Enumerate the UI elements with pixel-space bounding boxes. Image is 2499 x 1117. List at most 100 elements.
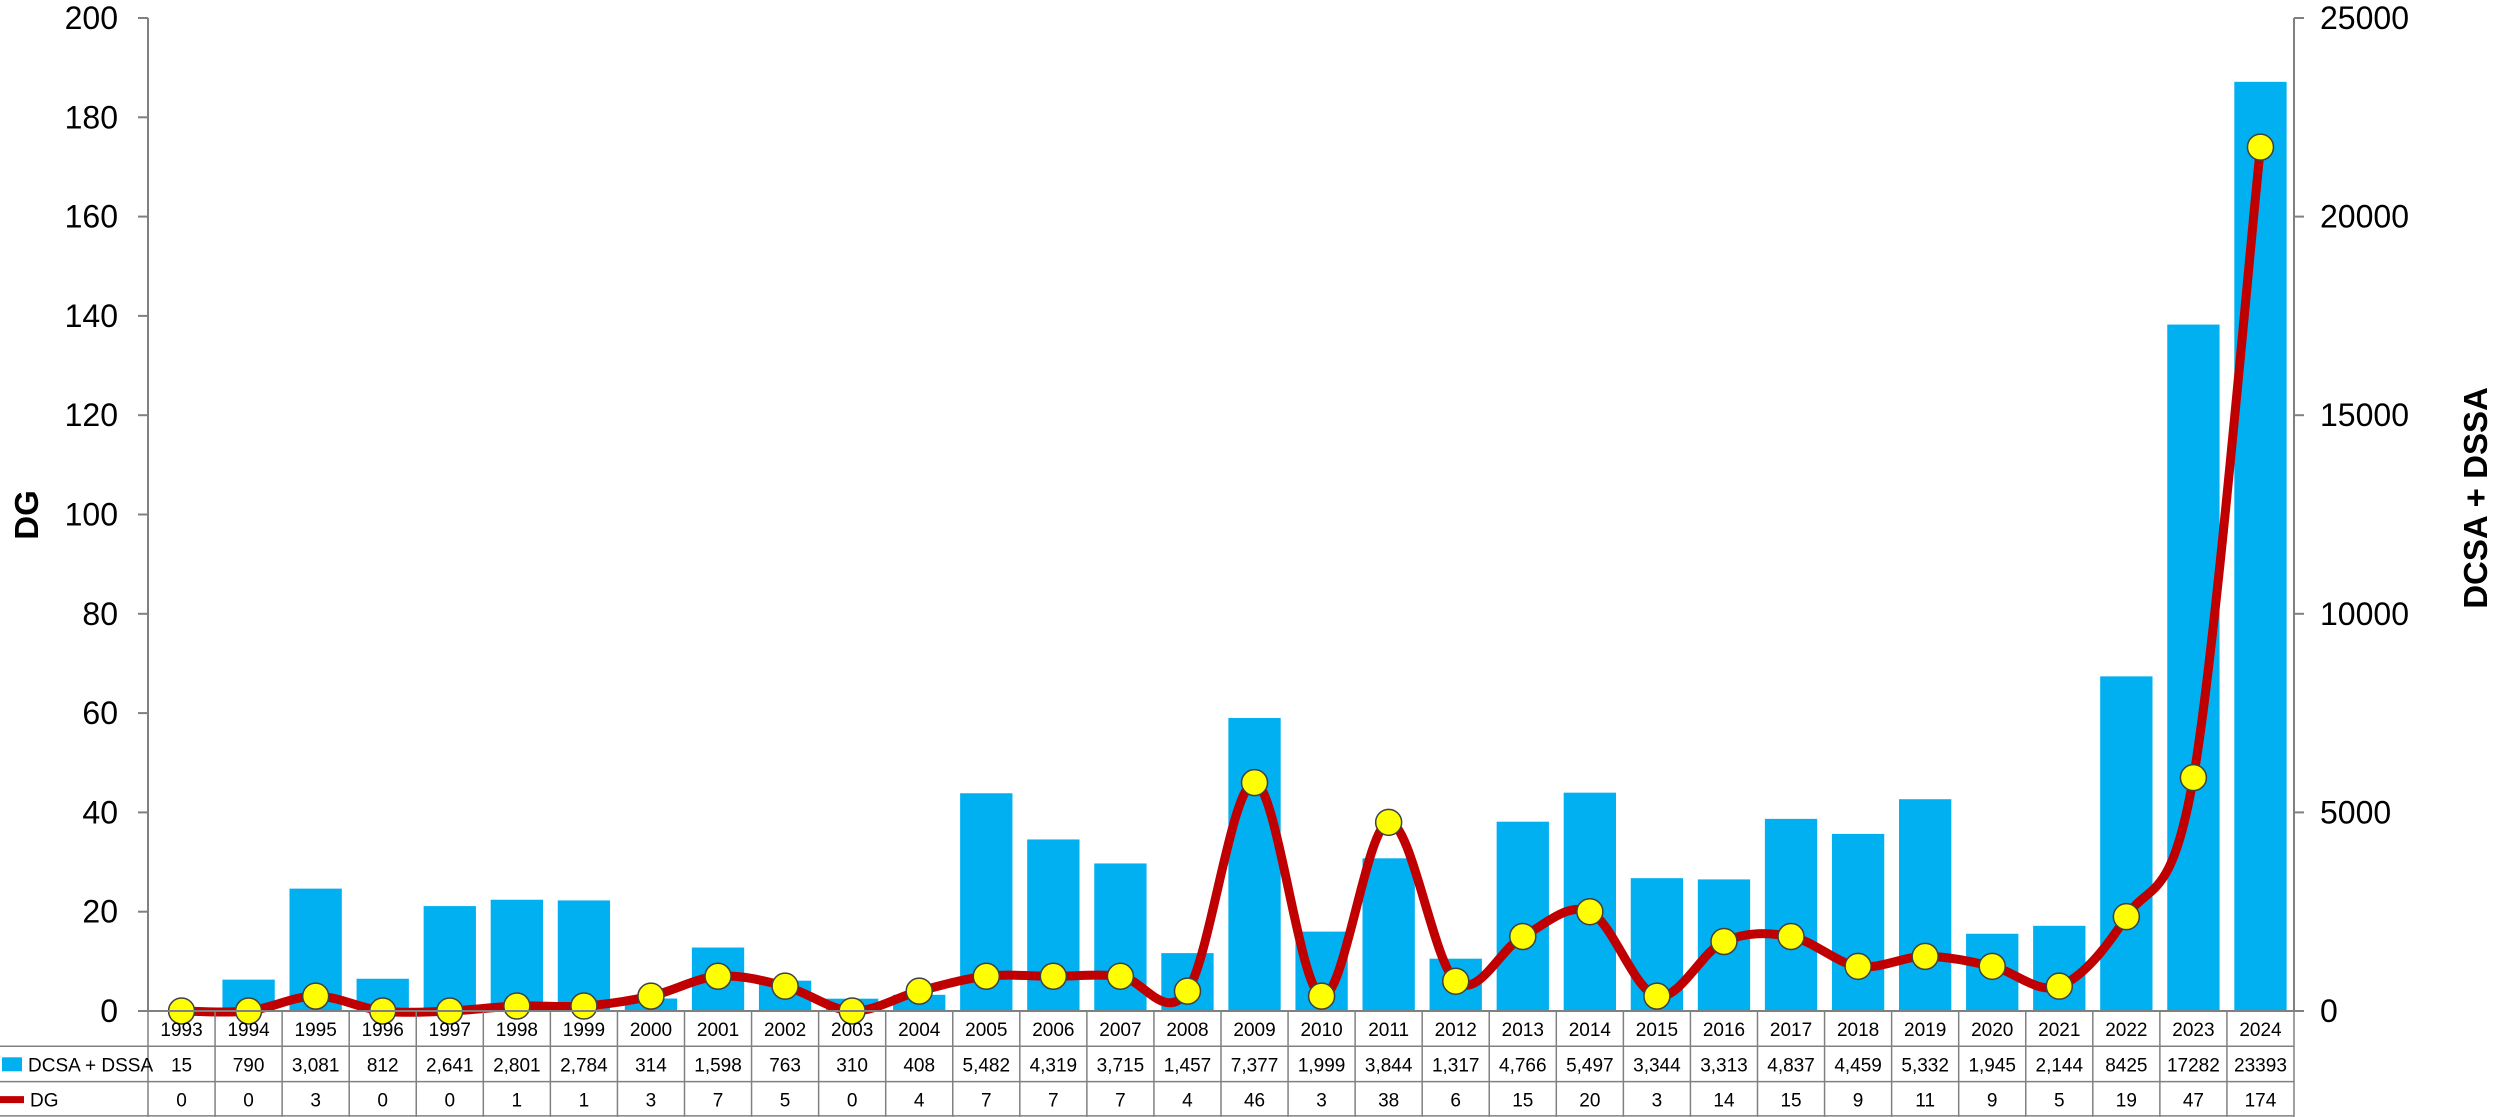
table-dcsa-value: 15 [171,1055,192,1076]
bar-2011 [1362,858,1415,1011]
table-dg-value: 38 [1378,1091,1399,1112]
table-year-2007: 2007 [1099,1020,1141,1041]
left-axis-title: DG [8,490,45,540]
table-dcsa-value: 310 [836,1055,868,1076]
table-dg-value: 4 [1182,1091,1193,1112]
bar-2009 [1228,717,1281,1011]
table-dg-value: 7 [981,1091,992,1112]
right-tick-label: 0 [2320,993,2338,1029]
dg-point-2010 [1307,982,1336,1010]
table-dcsa-value: 4,837 [1767,1055,1815,1076]
table-dg-value: 3 [310,1091,321,1112]
table-year-2001: 2001 [697,1020,739,1041]
table-dcsa-value: 3,313 [1700,1055,1748,1076]
table-dcsa-value: 5,332 [1901,1055,1949,1076]
table-dg-value: 3 [646,1091,657,1112]
data-table: 19931501994790019953,08131996812019972,6… [0,1010,2295,1117]
table-year-2002: 2002 [764,1020,806,1041]
dg-point-2022 [2112,902,2141,931]
table-dg-value: 0 [847,1091,858,1112]
table-dg-value: 174 [2245,1091,2277,1112]
table-dcsa-value: 1,457 [1164,1055,1212,1076]
table-dg-value: 7 [713,1091,724,1112]
table-dg-value: 0 [243,1091,254,1112]
table-dcsa-value: 17282 [2167,1055,2220,1076]
table-year-2019: 2019 [1904,1020,1946,1041]
table-dg-value: 15 [1780,1091,1801,1112]
legend-dcsa-label: DCSA + DSSA [28,1055,153,1076]
dg-point-2005 [972,962,1001,990]
table-dcsa-value: 790 [233,1055,265,1076]
table-dg-value: 9 [1853,1091,1864,1112]
bar-1997 [423,906,476,1011]
table-year-2020: 2020 [1971,1020,2013,1041]
right-tick-label: 15000 [2320,397,2409,433]
table-dg-value: 0 [176,1091,187,1112]
right-tick-label: 10000 [2320,596,2409,632]
table-dcsa-value: 5,497 [1566,1055,1614,1076]
table-dg-value: 7 [1048,1091,1059,1112]
table-year-1996: 1996 [362,1020,404,1041]
dg-point-2011 [1374,808,1403,837]
bar-2024 [2234,81,2287,1012]
table-dg-value: 19 [2116,1091,2137,1112]
table-year-2008: 2008 [1166,1020,1208,1041]
left-tick-label: 140 [65,298,118,334]
table-dcsa-value: 1,999 [1298,1055,1346,1076]
table-dg-value: 4 [914,1091,925,1112]
table-year-1998: 1998 [496,1020,538,1041]
dg-point-2012 [1441,967,1470,995]
table-dg-value: 6 [1450,1091,1461,1112]
table-year-2004: 2004 [898,1020,941,1041]
table-dg-value: 3 [1316,1091,1327,1112]
right-tick-label: 20000 [2320,199,2409,235]
dg-point-2014 [1576,897,1604,926]
table-year-2012: 2012 [1435,1020,1477,1041]
table-dcsa-value: 3,344 [1633,1055,1681,1076]
table-year-1999: 1999 [563,1020,605,1041]
dg-point-2000 [637,982,665,1010]
table-year-2005: 2005 [965,1020,1007,1041]
table-dg-value: 3 [1652,1091,1663,1112]
dg-point-1999 [570,992,598,1020]
table-dcsa-value: 1,317 [1432,1055,1480,1076]
table-dg-value: 0 [444,1091,455,1112]
table-year-2013: 2013 [1502,1020,1544,1041]
dg-point-2021 [2045,972,2074,1000]
table-dcsa-value: 7,377 [1231,1055,1279,1076]
table-dg-value: 14 [1713,1091,1735,1112]
left-tick-label: 0 [100,993,118,1029]
right-tick-label: 5000 [2320,794,2391,830]
table-year-2000: 2000 [630,1020,672,1041]
table-dcsa-value: 2,784 [560,1055,608,1076]
dg-point-2019 [1911,942,1939,971]
dg-point-2001 [704,962,732,990]
table-dg-value: 0 [377,1091,388,1112]
table-dcsa-value: 23393 [2234,1055,2287,1076]
table-dg-value: 7 [1115,1091,1126,1112]
table-year-2023: 2023 [2172,1020,2214,1041]
table-dg-value: 9 [1987,1091,1998,1112]
table-dg-value: 20 [1579,1091,1600,1112]
table-dg-value: 47 [2183,1091,2204,1112]
table-dcsa-value: 314 [635,1055,667,1076]
dg-point-2013 [1509,922,1537,951]
table-year-2021: 2021 [2038,1020,2080,1041]
legend-dg-label: DG [30,1091,59,1112]
left-tick-label: 100 [65,497,118,533]
table-year-2003: 2003 [831,1020,873,1041]
table-dcsa-value: 3,715 [1097,1055,1145,1076]
table-dcsa-value: 4,766 [1499,1055,1547,1076]
dg-point-2016 [1710,927,1738,956]
bar-2013 [1496,821,1549,1011]
table-dcsa-value: 2,801 [493,1055,541,1076]
dg-point-1998 [503,992,531,1020]
table-dg-value: 11 [1915,1091,1935,1112]
right-axis-title: DCSA + DSSA [2457,387,2494,609]
table-year-2016: 2016 [1703,1020,1745,1041]
table-year-2024: 2024 [2239,1020,2282,1041]
dg-point-2020 [1978,952,2006,981]
table-dcsa-value: 8425 [2105,1055,2147,1076]
table-dg-value: 5 [2054,1091,2065,1112]
table-year-2015: 2015 [1636,1020,1678,1041]
